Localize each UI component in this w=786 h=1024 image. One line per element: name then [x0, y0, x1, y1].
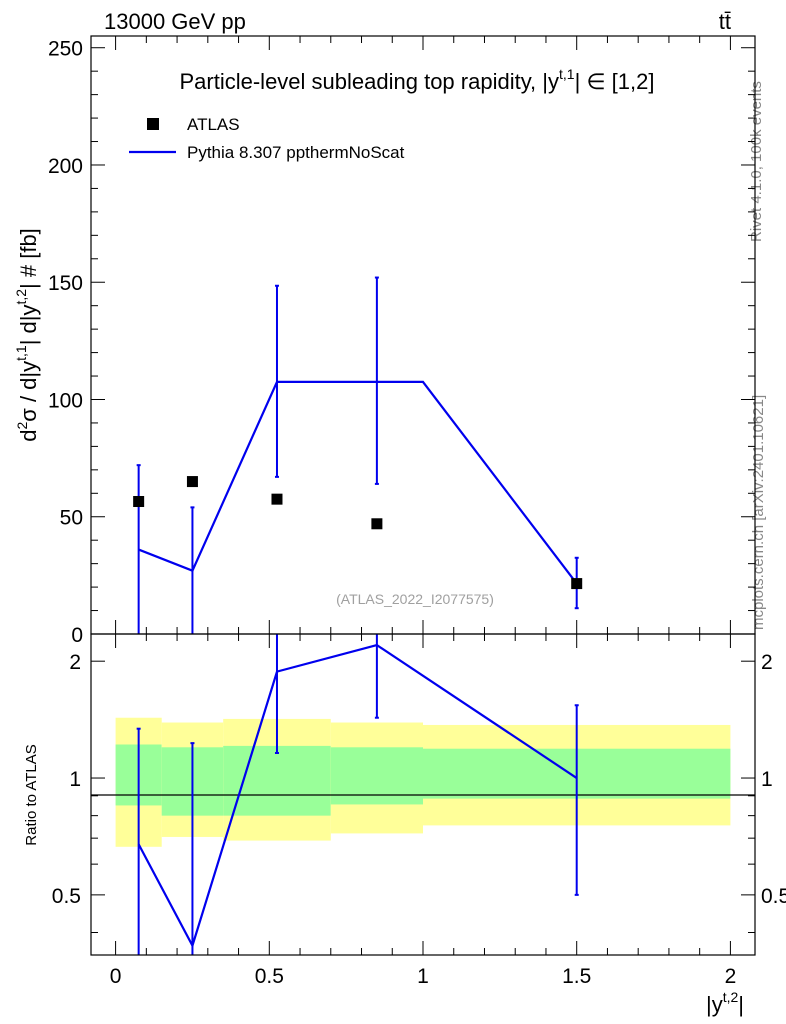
ratio-uncertainty-bands	[115, 717, 731, 847]
rivet-version-label: Rivet 4.1.0, 100k events	[748, 81, 765, 242]
atlas-data-point	[271, 493, 283, 505]
main-axis-ticks: 0 50 100 150 200 250	[48, 36, 755, 647]
legend-atlas-marker	[147, 118, 159, 130]
main-y-tick-label: 0	[71, 624, 83, 647]
ratio-series	[136, 634, 579, 955]
ratio-y-tick-label: 2	[69, 651, 81, 674]
main-panel: 0 50 100 150 200 250 Particle-level subleadin…	[13, 35, 756, 647]
ratio-panel: 0.5 0.5 1 1 2 2 0 0.5 1 1.5 2 Ratio to ATLAS |yt,2…	[23, 633, 786, 1017]
ratio-y-tick-label: 0.5	[52, 885, 81, 908]
x-axis-label: |yt,2|	[706, 989, 744, 1017]
chart-title: Particle-level subleading top rapidity, …	[180, 66, 655, 94]
main-y-tick-label: 200	[48, 155, 83, 178]
ratio-y-tick-label-right: 0.5	[761, 885, 786, 908]
main-y-tick-label: 50	[60, 507, 83, 530]
atlas-data-point	[133, 496, 145, 508]
legend: ATLAS Pythia 8.307 ppthermNoScat	[129, 115, 405, 162]
analysis-watermark: (ATLAS_2022_I2077575)	[336, 591, 494, 607]
main-y-tick-label: 100	[48, 389, 83, 412]
process-label: tt̄	[719, 9, 731, 34]
atlas-data-point	[371, 518, 383, 530]
atlas-data-point	[571, 578, 583, 590]
ratio-frame	[90, 633, 756, 956]
ratio-x-tick-label: 2	[725, 965, 737, 988]
ratio-axis-ticks: 0.5 0.5 1 1 2 2 0 0.5 1 1.5 2	[52, 634, 786, 988]
ratio-x-tick-label: 1	[417, 965, 429, 988]
mcplots-citation-label: mcplots.cern.ch [arXiv:2401.10621]	[750, 395, 767, 630]
ratio-x-tick-label: 0	[110, 965, 122, 988]
collision-label: 13000 GeV pp	[104, 9, 246, 34]
main-y-axis-label: d2σ / d|yt,1| d|yt,2| # [fb]	[13, 228, 41, 442]
legend-atlas-label: ATLAS	[187, 115, 240, 134]
ratio-stat-band	[223, 745, 331, 816]
main-series	[133, 276, 583, 634]
main-y-tick-label: 250	[48, 38, 83, 61]
ratio-x-tick-label: 0.5	[255, 965, 284, 988]
ratio-stat-band	[330, 747, 423, 805]
ratio-y-tick-label-right: 1	[761, 768, 773, 791]
ratio-y-tick-label: 1	[69, 768, 81, 791]
legend-pythia-label: Pythia 8.307 ppthermNoScat	[187, 143, 405, 162]
ratio-y-tick-label-right: 2	[761, 651, 773, 674]
ratio-y-axis-label: Ratio to ATLAS	[23, 744, 40, 845]
pythia-curve	[138, 380, 578, 585]
atlas-data-point	[186, 476, 198, 488]
ratio-x-tick-label: 1.5	[562, 965, 591, 988]
main-y-tick-label: 150	[48, 272, 83, 295]
